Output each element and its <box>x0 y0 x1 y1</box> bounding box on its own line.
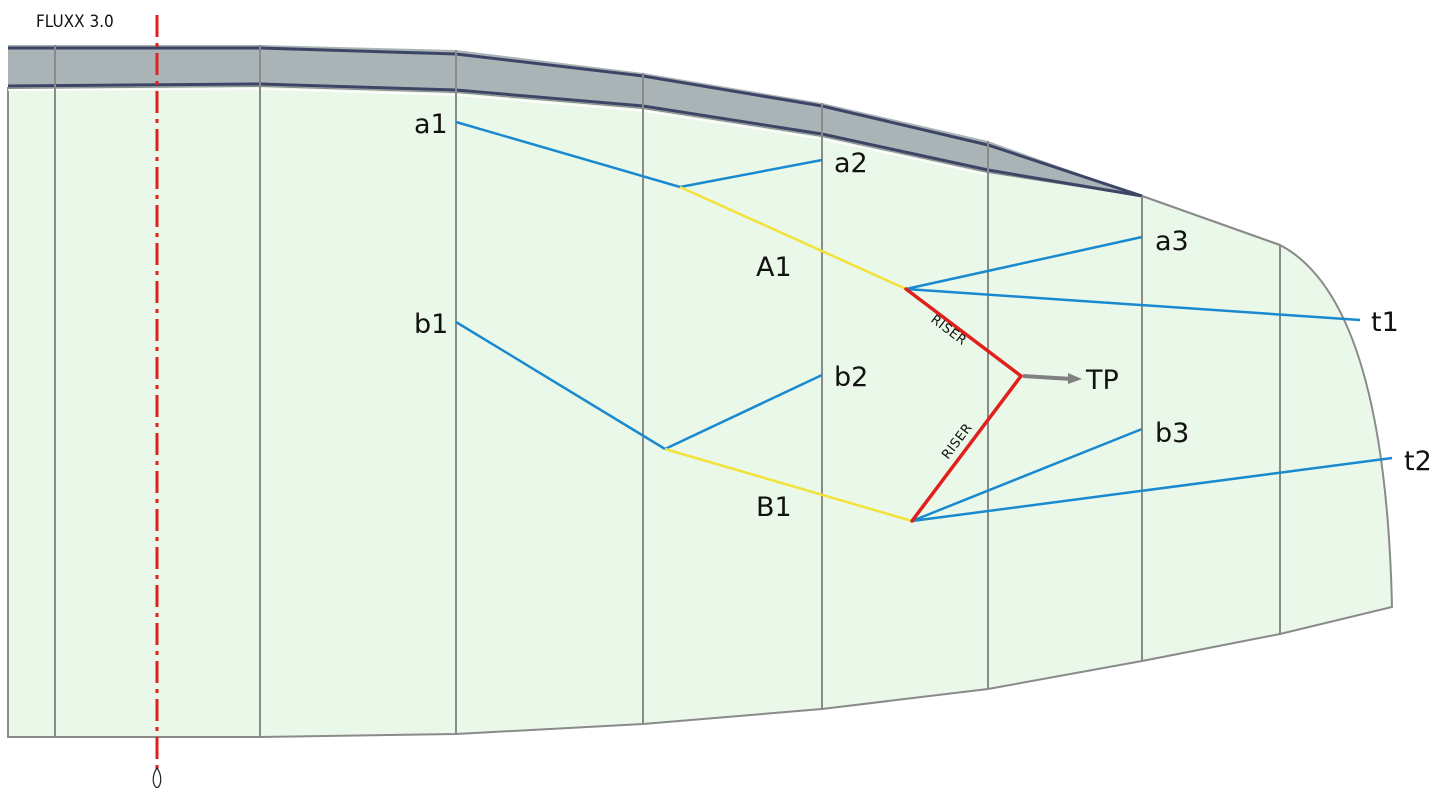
tow-arrow-shaft <box>1022 374 1073 381</box>
label-b2: b2 <box>834 362 868 393</box>
riser-upper <box>904 287 1023 378</box>
label-t1: t1 <box>1371 307 1399 338</box>
risers <box>904 287 1023 523</box>
line-b2 <box>664 373 823 451</box>
label-t2: t2 <box>1404 446 1432 477</box>
label-b3: b3 <box>1155 418 1189 449</box>
attachment-labels: a1 a2 a3 b1 b2 b3 t1 t2 <box>414 109 1432 477</box>
tow-point-arrow <box>1022 373 1082 384</box>
main-lines-yellow <box>664 185 913 523</box>
label-a3: a3 <box>1155 226 1189 257</box>
line-t1 <box>905 287 1361 322</box>
leading-edge-highlight <box>7 88 989 176</box>
line-t2 <box>911 456 1393 523</box>
line-a1 <box>455 120 681 189</box>
diagram-title: FLUXX 3.0 <box>36 12 114 32</box>
bridle-lines-blue <box>455 120 1393 523</box>
centerline-end-marker <box>152 766 162 788</box>
main-line-B1 <box>664 447 913 523</box>
line-b3 <box>911 427 1143 523</box>
label-b1: b1 <box>414 309 448 340</box>
leading-edge-band <box>8 45 1142 196</box>
label-tow-point: TP <box>1085 365 1119 396</box>
label-A1: A1 <box>756 252 792 283</box>
label-B1: B1 <box>756 492 792 523</box>
ribs <box>54 45 1281 737</box>
line-b1 <box>455 320 666 451</box>
tow-arrow-head <box>1068 373 1082 384</box>
label-a2: a2 <box>834 148 868 179</box>
line-a3 <box>905 235 1143 291</box>
label-a1: a1 <box>414 109 448 140</box>
wingtip-upper-outline <box>1141 195 1281 246</box>
main-line-A1 <box>679 185 907 291</box>
line-a2 <box>679 158 823 189</box>
riser-lower <box>910 374 1023 523</box>
